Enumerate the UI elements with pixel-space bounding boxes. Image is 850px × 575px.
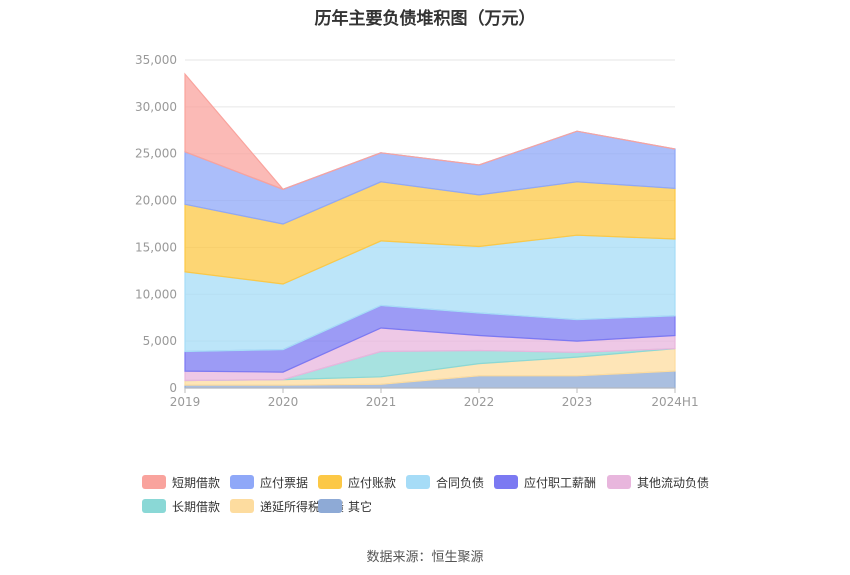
area-series xyxy=(184,72,676,389)
legend-label: 应付职工薪酬 xyxy=(524,475,597,490)
y-tick-label: 15,000 xyxy=(135,240,177,254)
legend-swatch xyxy=(230,475,254,489)
series-area-短期借款 xyxy=(184,72,676,191)
x-tick-label: 2021 xyxy=(366,395,397,409)
legend-swatch xyxy=(318,475,342,489)
x-tick-label: 2020 xyxy=(268,395,299,409)
y-tick-label: 0 xyxy=(169,381,177,395)
x-tick-label: 2019 xyxy=(170,395,201,409)
legend-swatch xyxy=(142,475,166,489)
legend-item[interactable]: 应付职工薪酬 xyxy=(494,472,596,492)
legend-item[interactable]: 其他流动负债 xyxy=(607,472,709,492)
legend-swatch xyxy=(607,475,631,489)
y-tick-label: 10,000 xyxy=(135,287,177,301)
legend-label: 应付账款 xyxy=(348,475,397,490)
x-tick-label: 2022 xyxy=(464,395,495,409)
legend-item[interactable]: 短期借款 xyxy=(142,472,220,492)
x-tick-label: 2024H1 xyxy=(651,395,698,409)
source-note: 数据来源：恒生聚源 xyxy=(366,550,484,565)
legend-item[interactable]: 应付账款 xyxy=(318,472,396,492)
chart-title: 历年主要负债堆积图（万元） xyxy=(314,9,536,29)
legend-swatch xyxy=(318,499,342,513)
legend-swatch xyxy=(406,475,430,489)
axes: 0 5,000 10,000 15,000 20,000 25,000 30,000 35,0… xyxy=(135,53,699,409)
legend-item[interactable]: 其它 xyxy=(318,496,372,516)
legend-item[interactable]: 应付票据 xyxy=(230,472,308,492)
legend-label: 合同负债 xyxy=(436,475,485,490)
legend-swatch xyxy=(142,499,166,513)
y-tick-label: 30,000 xyxy=(135,100,177,114)
legend-item[interactable]: 合同负债 xyxy=(406,472,484,492)
legend-label: 其它 xyxy=(348,499,373,514)
legend-swatch xyxy=(230,499,254,513)
legend-label: 长期借款 xyxy=(172,499,221,514)
legend-label: 短期借款 xyxy=(172,475,221,490)
y-tick-label: 5,000 xyxy=(143,334,177,348)
y-tick-label: 20,000 xyxy=(135,194,177,208)
legend-label: 应付票据 xyxy=(260,475,309,490)
y-tick-label: 25,000 xyxy=(135,147,177,161)
x-tick-label: 2023 xyxy=(562,395,593,409)
legend-label: 其他流动负债 xyxy=(637,475,710,490)
y-tick-label: 35,000 xyxy=(135,53,177,67)
legend-item[interactable]: 长期借款 xyxy=(142,496,220,516)
legend-swatch xyxy=(494,475,518,489)
